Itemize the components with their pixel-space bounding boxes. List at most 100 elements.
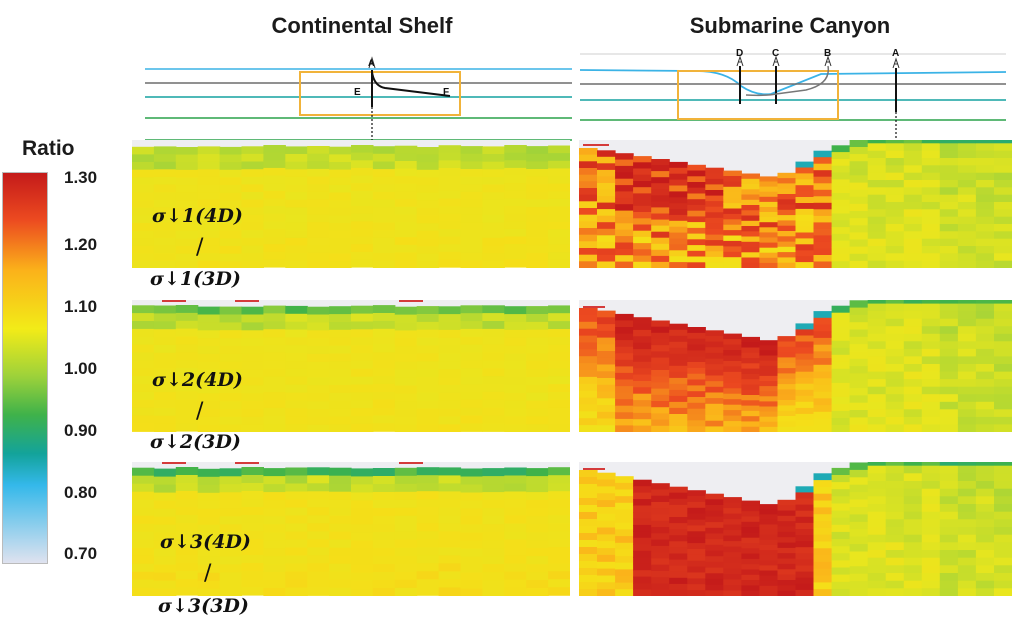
- canyon-cell: [867, 542, 887, 551]
- canyon-cell: [723, 224, 742, 231]
- colorbar-tick-0-80: 0.80: [64, 483, 98, 502]
- shelf-cell: [526, 252, 549, 262]
- shelf-cell: [526, 508, 549, 517]
- canyon-cell: [777, 246, 797, 253]
- shelf-cell: [482, 423, 505, 432]
- shelf-cell: [329, 491, 352, 501]
- shelf-cell: [285, 579, 308, 589]
- shelf-cell: [394, 539, 418, 549]
- shelf-cell: [175, 555, 199, 564]
- shelf-cell: [526, 237, 549, 246]
- canyon-cell: [705, 556, 724, 563]
- shelf-cell: [460, 313, 483, 322]
- shelf-cell: [526, 580, 549, 589]
- shelf-cell: [351, 251, 374, 260]
- canyon-cell: [633, 336, 652, 344]
- canyon-cell: [867, 348, 887, 358]
- canyon-cell: [633, 486, 652, 494]
- shelf-cell: [548, 467, 570, 476]
- canyon-cell: [633, 374, 652, 382]
- canyon-cell: [741, 236, 760, 243]
- canyon-cell: [705, 167, 724, 174]
- canyon-cell: [885, 348, 905, 358]
- canyon-cell: [813, 411, 833, 420]
- canyon-cell: [759, 575, 778, 582]
- canyon-cell: [777, 346, 797, 353]
- shelf-cell: [307, 237, 330, 246]
- shelf-cell: [548, 336, 570, 346]
- shelf-cell: [175, 375, 199, 385]
- canyon-cell: [813, 311, 833, 319]
- canyon-cell: [615, 418, 634, 427]
- shelf-cell: [263, 167, 286, 177]
- shelf-cell: [351, 221, 374, 230]
- shelf-cell: [175, 305, 199, 314]
- canyon-cell: [597, 472, 616, 481]
- canyon-cell: [831, 186, 851, 194]
- canyon-cell: [975, 364, 995, 373]
- shelf-cell: [153, 524, 177, 534]
- shelf-cell: [416, 253, 440, 262]
- canyon-cell: [957, 165, 977, 174]
- canyon-cell: [777, 410, 797, 417]
- canyon-cell: [957, 318, 977, 327]
- canyon-cell: [975, 165, 995, 174]
- canyon-cell: [633, 419, 652, 427]
- shelf-cell: [372, 484, 396, 493]
- shelf-cell: [504, 483, 527, 493]
- shelf-cell: [175, 169, 199, 179]
- canyon-cell: [795, 161, 815, 169]
- canyon-cell: [867, 416, 887, 426]
- shelf-cell: [460, 532, 483, 542]
- canyon-cell: [705, 336, 724, 343]
- canyon-cell: [903, 488, 923, 497]
- canyon-cell: [759, 217, 778, 223]
- canyon-cell: [813, 521, 833, 529]
- shelf-cell: [132, 360, 155, 369]
- canyon-cell: [813, 235, 833, 243]
- shelf-cell: [548, 555, 570, 564]
- canyon-cell: [651, 558, 670, 566]
- shelf-cell: [460, 500, 483, 510]
- canyon-cell: [903, 303, 923, 312]
- shelf-cell: [460, 588, 483, 596]
- canyon-cell: [741, 210, 760, 217]
- shelf-cell: [482, 399, 505, 409]
- canyon-cell: [831, 312, 851, 321]
- shelf-cell: [329, 238, 352, 247]
- shelf-cell: [219, 238, 243, 247]
- shelf-cell: [285, 408, 308, 417]
- shelf-cell: [132, 523, 155, 533]
- shelf-cell: [175, 507, 199, 516]
- shelf-cell: [548, 153, 570, 162]
- canyon-cell: [633, 499, 652, 507]
- canyon-cell: [885, 140, 905, 144]
- row1-slash: /: [196, 235, 204, 260]
- canyon-cell: [831, 567, 851, 576]
- canyon-cell: [831, 172, 851, 180]
- canyon-cell: [957, 379, 977, 388]
- canyon-cell: [849, 168, 869, 176]
- shelf-cell: [548, 483, 570, 492]
- shelf-cell: [394, 409, 418, 418]
- canyon-cell: [975, 333, 995, 342]
- shelf-cell: [394, 314, 418, 324]
- canyon-cell: [957, 300, 977, 305]
- canyon-cell: [777, 542, 797, 549]
- shelf-cell: [394, 377, 418, 387]
- canyon-cell: [651, 589, 670, 596]
- canyon-cell: [723, 568, 742, 575]
- shelf-cell: [263, 384, 286, 393]
- canyon-cell: [669, 232, 688, 240]
- canyon-cell: [579, 356, 598, 364]
- shelf-cell: [438, 160, 462, 169]
- shelf-cell: [329, 563, 352, 573]
- canyon-cell: [615, 405, 634, 413]
- shelf-cell: [548, 376, 570, 385]
- canyon-cell: [597, 364, 616, 372]
- shelf-cell: [241, 475, 264, 484]
- shelf-cell: [394, 417, 418, 426]
- canyon-cell: [723, 557, 742, 564]
- canyon-cell: [705, 398, 724, 405]
- shelf-cell: [307, 424, 330, 432]
